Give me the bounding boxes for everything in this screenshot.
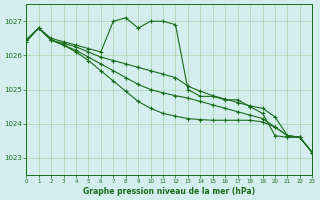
X-axis label: Graphe pression niveau de la mer (hPa): Graphe pression niveau de la mer (hPa) [83,187,255,196]
